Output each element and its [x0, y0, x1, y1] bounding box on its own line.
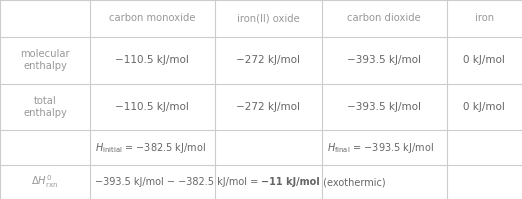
- Text: −110.5 kJ/mol: −110.5 kJ/mol: [115, 55, 189, 65]
- Text: carbon monoxide: carbon monoxide: [109, 13, 196, 23]
- Text: 0 kJ/mol: 0 kJ/mol: [464, 102, 505, 112]
- Text: −393.5 kJ/mol: −393.5 kJ/mol: [347, 55, 421, 65]
- Text: −393.5 kJ/mol: −393.5 kJ/mol: [347, 102, 421, 112]
- Text: iron(II) oxide: iron(II) oxide: [237, 13, 300, 23]
- Text: 0 kJ/mol: 0 kJ/mol: [464, 55, 505, 65]
- Text: −393.5 kJ/mol − −382.5 kJ/mol =: −393.5 kJ/mol − −382.5 kJ/mol =: [95, 177, 262, 187]
- Text: $H_{\rm initial}$ = −382.5 kJ/mol: $H_{\rm initial}$ = −382.5 kJ/mol: [95, 141, 206, 155]
- Text: total
enthalpy: total enthalpy: [23, 96, 67, 118]
- Text: −272 kJ/mol: −272 kJ/mol: [236, 102, 300, 112]
- Text: −272 kJ/mol: −272 kJ/mol: [236, 55, 300, 65]
- Text: −11 kJ/mol: −11 kJ/mol: [262, 177, 320, 187]
- Text: iron: iron: [474, 13, 494, 23]
- Text: molecular
enthalpy: molecular enthalpy: [20, 49, 70, 71]
- Text: −110.5 kJ/mol: −110.5 kJ/mol: [115, 102, 189, 112]
- Text: $H_{\rm final}$ = −393.5 kJ/mol: $H_{\rm final}$ = −393.5 kJ/mol: [327, 141, 434, 155]
- Text: carbon dioxide: carbon dioxide: [347, 13, 421, 23]
- Text: (exothermic): (exothermic): [320, 177, 386, 187]
- Text: $\Delta H^0_{\rm rxn}$: $\Delta H^0_{\rm rxn}$: [31, 174, 58, 190]
